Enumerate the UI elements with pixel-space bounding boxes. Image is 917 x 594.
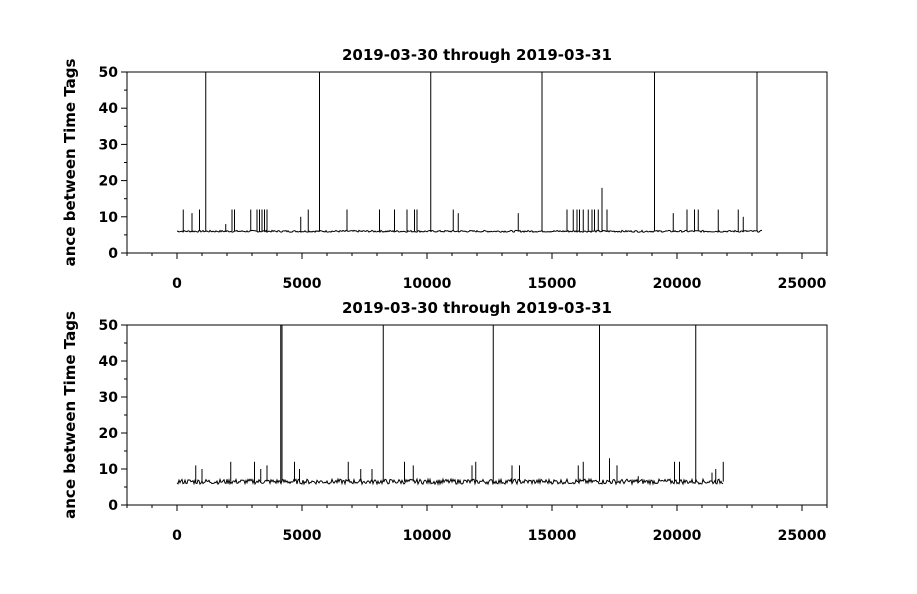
chart-2: 2019-03-30 through 2019-03-31 0 10 20 30 40 50… <box>61 299 828 544</box>
y-tick-label: 0 <box>108 498 118 514</box>
y-tick-label: 30 <box>99 137 119 153</box>
y-tick-label: 50 <box>99 65 119 81</box>
y-tick-label: 20 <box>99 174 119 190</box>
y-tick-label: 30 <box>99 390 119 406</box>
y-tick-label: 10 <box>99 462 119 478</box>
x-tick-label: 20000 <box>653 528 702 544</box>
x-tick-label: 15000 <box>528 528 577 544</box>
chart-1: 2019-03-30 through 2019-03-31 0 10 20 30 40 50… <box>61 46 828 292</box>
x-tick-label: 0 <box>172 528 182 544</box>
x-tick-label: 5000 <box>283 528 322 544</box>
x-tick-label: 10000 <box>403 528 452 544</box>
x-tick-label: 25000 <box>778 528 827 544</box>
chart-title: 2019-03-30 through 2019-03-31 <box>342 46 612 64</box>
x-tick-label: 10000 <box>403 276 452 292</box>
y-tick-label: 40 <box>99 101 119 117</box>
x-tick-label: 15000 <box>528 276 577 292</box>
y-tick-label: 10 <box>99 210 119 226</box>
y-tick-label: 50 <box>99 318 119 334</box>
baseline-series <box>176 477 724 486</box>
y-tick-label: 0 <box>108 246 118 262</box>
y-axis-label: ance between Time Tags <box>61 311 79 519</box>
y-axis-label: ance between Time Tags <box>61 59 79 267</box>
plot-frame <box>126 324 828 506</box>
x-tick-label: 0 <box>172 276 182 292</box>
y-tick-label: 20 <box>99 426 119 442</box>
baseline-series <box>176 229 762 233</box>
y-tick-label: 40 <box>99 354 119 370</box>
x-tick-label: 25000 <box>778 276 827 292</box>
chart-title: 2019-03-30 through 2019-03-31 <box>342 299 612 317</box>
x-tick-label: 20000 <box>653 276 702 292</box>
x-tick-label: 5000 <box>283 276 322 292</box>
